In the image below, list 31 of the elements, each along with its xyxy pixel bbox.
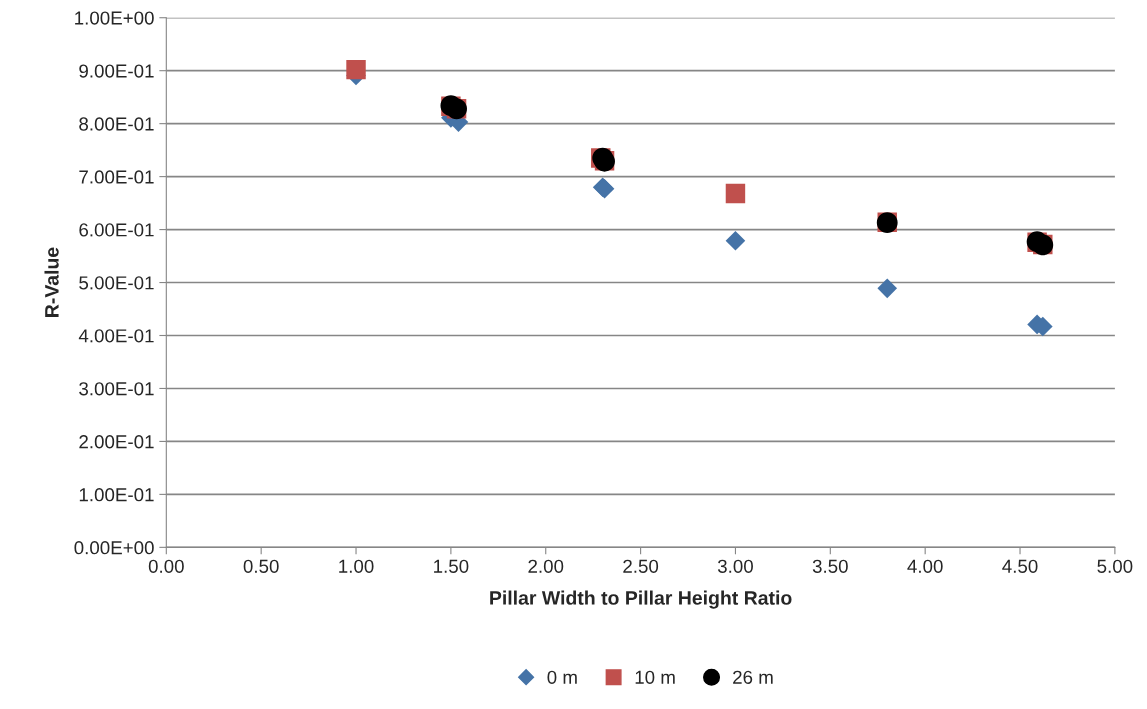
legend-label: 0 m (547, 670, 577, 684)
y-tick-label: 1.00E+00 (75, 11, 154, 25)
y-tick-label: 2.00E-01 (79, 435, 154, 449)
x-tick-label: 2.50 (623, 559, 659, 573)
y-tick-label: 6.00E-01 (79, 223, 154, 237)
y-tick-label: 0.00E+00 (74, 541, 154, 555)
y-tick-label: 8.00E-01 (79, 117, 154, 131)
x-tick-label: 0.50 (243, 559, 279, 573)
y-axis-title: R-Value (44, 247, 59, 317)
y-tick-label: 4.00E-01 (78, 329, 154, 343)
x-tick-label: 0.00 (148, 559, 184, 573)
point (346, 59, 366, 80)
x-tick-label: 1.50 (434, 559, 469, 573)
x-tick-label: 2.00 (528, 559, 564, 573)
x-tick-label: 5.00 (1097, 559, 1133, 573)
point (877, 278, 898, 299)
x-tick-label: 3.00 (717, 559, 753, 573)
point (725, 230, 746, 251)
y-tick-label: 1.00E-01 (79, 488, 154, 502)
x-axis-title: Pillar Width to Pillar Height Ratio (490, 590, 792, 609)
point (725, 183, 746, 204)
legend-label: 10 m (635, 670, 675, 684)
y-tick-label: 5.00E-01 (79, 276, 154, 290)
x-tick-label: 3.50 (812, 559, 848, 573)
y-tick-label: 3.00E-01 (79, 382, 154, 396)
x-tick-label: 4.00 (907, 559, 943, 573)
x-tick-label: 1.00 (339, 559, 374, 573)
x-tick-label: 4.50 (1002, 559, 1038, 573)
legend-label: 26 m (733, 670, 773, 684)
y-tick-label: 9.00E-01 (79, 64, 154, 78)
y-tick-label: 7.00E-01 (79, 170, 154, 184)
